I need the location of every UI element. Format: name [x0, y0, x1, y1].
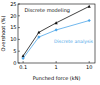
- y-axis-label: Overshoot (%): [0, 15, 6, 51]
- x-axis-label: Punched force (kN): [33, 75, 81, 81]
- y-tick-label: 0: [13, 60, 16, 66]
- plot-frame: [18, 4, 95, 63]
- point: [88, 5, 91, 8]
- y-tick-label: 20: [10, 13, 16, 19]
- x-tick-label: 0.1: [19, 64, 27, 70]
- x-tick: [56, 61, 57, 63]
- x-tick: [23, 61, 24, 63]
- y-tick: [18, 39, 20, 40]
- y-tick: [18, 15, 20, 16]
- x-tick-label: 1: [55, 64, 58, 70]
- y-tick: [18, 51, 20, 52]
- point: [88, 19, 91, 22]
- y-tick: [18, 4, 20, 5]
- legend-label: Discrete modeling: [24, 7, 70, 14]
- point: [37, 31, 40, 34]
- point: [55, 28, 58, 31]
- plot-area: [22, 5, 91, 60]
- y-tick-label: 15: [10, 24, 16, 30]
- y-tick-label: 25: [10, 1, 16, 7]
- point: [22, 57, 25, 60]
- series-line: [23, 6, 89, 56]
- y-tick-label: 10: [10, 36, 16, 42]
- point: [37, 35, 40, 38]
- x-tick-label: 10: [86, 64, 92, 70]
- x-tick: [89, 61, 90, 63]
- point: [55, 21, 58, 24]
- legend-label: Discrete analysis: [54, 39, 94, 44]
- y-tick: [18, 27, 20, 28]
- y-tick-label: 5: [13, 48, 16, 54]
